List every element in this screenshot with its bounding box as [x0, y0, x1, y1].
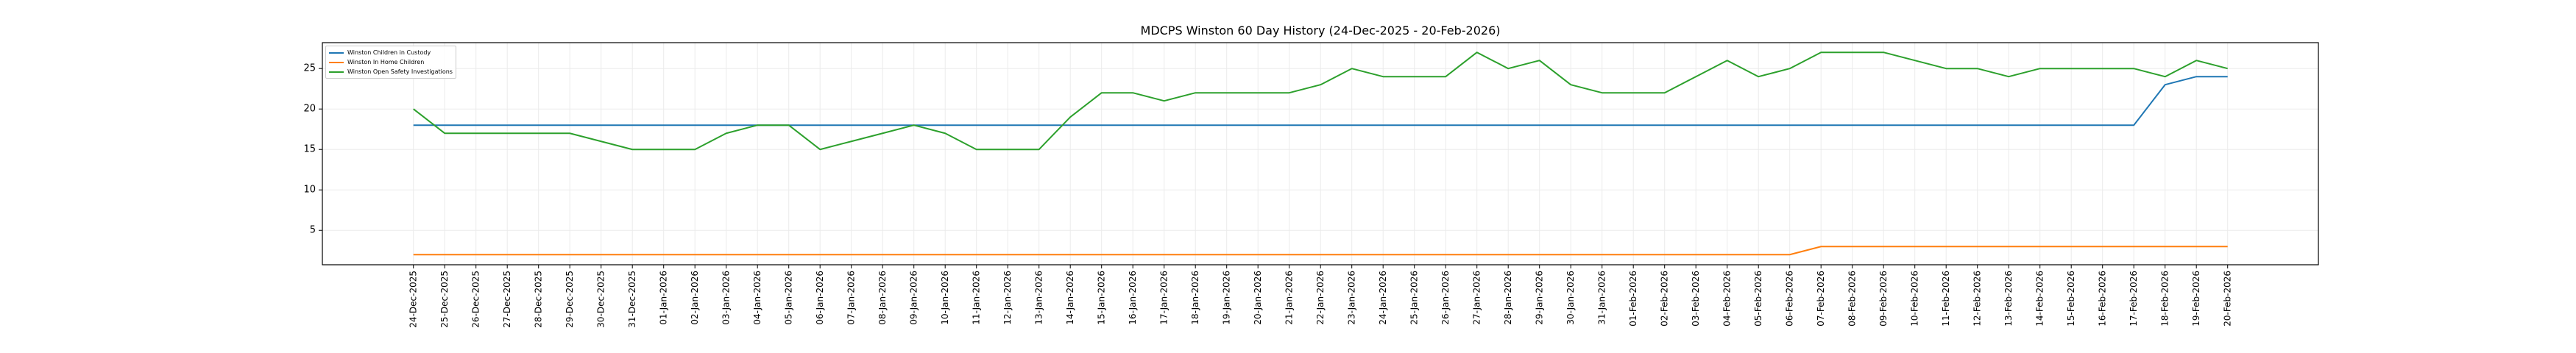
- x-tick-label: 06-Jan-2026: [815, 271, 825, 325]
- grid: [322, 43, 2318, 265]
- x-tick-label: 18-Jan-2026: [1190, 271, 1200, 325]
- x-tick-label: 02-Jan-2026: [690, 271, 700, 325]
- legend-label: Winston Open Safety Investigations: [347, 68, 453, 75]
- series-lines: [413, 51, 2228, 256]
- x-tick-label: 10-Feb-2026: [1910, 271, 1920, 327]
- x-tick-label: 31-Dec-2025: [627, 271, 637, 328]
- x-tick-label: 17-Feb-2026: [2129, 271, 2139, 327]
- x-tick-label: 07-Feb-2026: [1816, 271, 1826, 327]
- x-tick-label: 22-Jan-2026: [1315, 271, 1326, 325]
- x-tick-label: 13-Feb-2026: [2003, 271, 2014, 327]
- x-tick-label: 29-Jan-2026: [1535, 271, 1545, 325]
- x-tick-label: 28-Dec-2025: [534, 271, 544, 328]
- x-tick-label: 23-Jan-2026: [1347, 271, 1357, 325]
- x-tick-label: 08-Jan-2026: [877, 271, 888, 325]
- x-tick-label: 19-Feb-2026: [2191, 271, 2201, 327]
- legend-swatch: [329, 61, 344, 63]
- x-tick-label: 06-Feb-2026: [1785, 271, 1795, 327]
- x-tick-label: 28-Jan-2026: [1503, 271, 1513, 325]
- x-tick-label: 20-Feb-2026: [2223, 271, 2233, 327]
- x-tick-label: 30-Jan-2026: [1565, 271, 1576, 325]
- x-tick-label: 05-Jan-2026: [784, 271, 794, 325]
- axes: 24-Dec-2025 25-Dec-2025 26-Dec-2025 27-Dec-…: [303, 42, 2319, 328]
- x-tick-label: 24-Dec-2025: [408, 271, 419, 328]
- x-tick-label: 13-Jan-2026: [1034, 271, 1044, 325]
- x-tick-label: 17-Jan-2026: [1159, 271, 1170, 325]
- x-tick-label: 05-Feb-2026: [1753, 271, 1763, 327]
- x-tick-label: 30-Dec-2025: [596, 271, 606, 328]
- y-tick-label: 20: [303, 104, 316, 115]
- x-tick-label: 25-Jan-2026: [1409, 271, 1420, 325]
- legend-swatch: [329, 71, 344, 73]
- x-tick-label: 25-Dec-2025: [439, 271, 450, 328]
- x-tick-label: 19-Jan-2026: [1222, 271, 1232, 325]
- legend: Winston Children in Custody Winston In H…: [325, 46, 456, 79]
- x-tick-label: 01-Jan-2026: [659, 271, 669, 325]
- y-tick-label: 5: [310, 225, 316, 236]
- x-tick-label: 07-Jan-2026: [846, 271, 857, 325]
- x-tick-label: 15-Feb-2026: [2066, 271, 2076, 327]
- chart-title: MDCPS Winston 60 Day History (24-Dec-202…: [1140, 24, 1501, 38]
- legend-swatch: [329, 51, 344, 54]
- y-tick-label: 25: [303, 63, 316, 74]
- x-tick-label: 29-Dec-2025: [565, 271, 575, 328]
- x-tick-label: 12-Jan-2026: [1002, 271, 1013, 325]
- x-tick-label: 01-Feb-2026: [1628, 271, 1638, 327]
- x-tick-label: 27-Dec-2025: [502, 271, 512, 328]
- legend-item: Winston In Home Children: [329, 57, 453, 67]
- plot-frame: [322, 42, 2319, 265]
- x-tick-label: 03-Jan-2026: [721, 271, 732, 325]
- x-tick-label: 12-Feb-2026: [1972, 271, 1983, 327]
- x-tick-label: 03-Feb-2026: [1691, 271, 1701, 327]
- x-tick-label: 31-Jan-2026: [1597, 271, 1607, 325]
- x-tick-label: 09-Jan-2026: [909, 271, 919, 325]
- x-tick-label: 14-Jan-2026: [1065, 271, 1075, 325]
- legend-label: Winston Children in Custody: [347, 49, 431, 56]
- x-tick-label: 14-Feb-2026: [2035, 271, 2045, 327]
- series-line-winston-in-home-children: [413, 246, 2228, 256]
- x-tick-label: 20-Jan-2026: [1253, 271, 1263, 325]
- x-tick-label: 16-Jan-2026: [1128, 271, 1138, 325]
- x-tick-label: 24-Jan-2026: [1378, 271, 1388, 325]
- x-tick-label: 18-Feb-2026: [2160, 271, 2170, 327]
- x-tick-label: 27-Jan-2026: [1472, 271, 1482, 325]
- x-tick-label: 04-Feb-2026: [1722, 271, 1733, 327]
- x-tick-label: 21-Jan-2026: [1284, 271, 1295, 325]
- x-tick-label: 26-Dec-2025: [471, 271, 481, 328]
- x-tick-label: 11-Feb-2026: [1941, 271, 1951, 327]
- x-tick-label: 16-Feb-2026: [2098, 271, 2108, 327]
- x-tick-label: 04-Jan-2026: [752, 271, 762, 325]
- series-line-winston-children-in-custody: [413, 76, 2228, 126]
- series-line-winston-open-safety-investigations: [413, 51, 2228, 151]
- legend-item: Winston Open Safety Investigations: [329, 67, 453, 76]
- x-tick-label: 26-Jan-2026: [1440, 271, 1451, 325]
- x-tick-label: 10-Jan-2026: [940, 271, 950, 325]
- y-tick-label: 10: [303, 185, 316, 196]
- legend-label: Winston In Home Children: [347, 59, 425, 65]
- legend-item: Winston Children in Custody: [329, 48, 453, 57]
- x-tick-label: 02-Feb-2026: [1660, 271, 1670, 327]
- x-tick-label: 09-Feb-2026: [1878, 271, 1889, 327]
- x-tick-label: 11-Jan-2026: [972, 271, 982, 325]
- y-tick-label: 15: [303, 144, 316, 155]
- x-tick-label: 15-Jan-2026: [1097, 271, 1107, 325]
- x-tick-label: 08-Feb-2026: [1847, 271, 1858, 327]
